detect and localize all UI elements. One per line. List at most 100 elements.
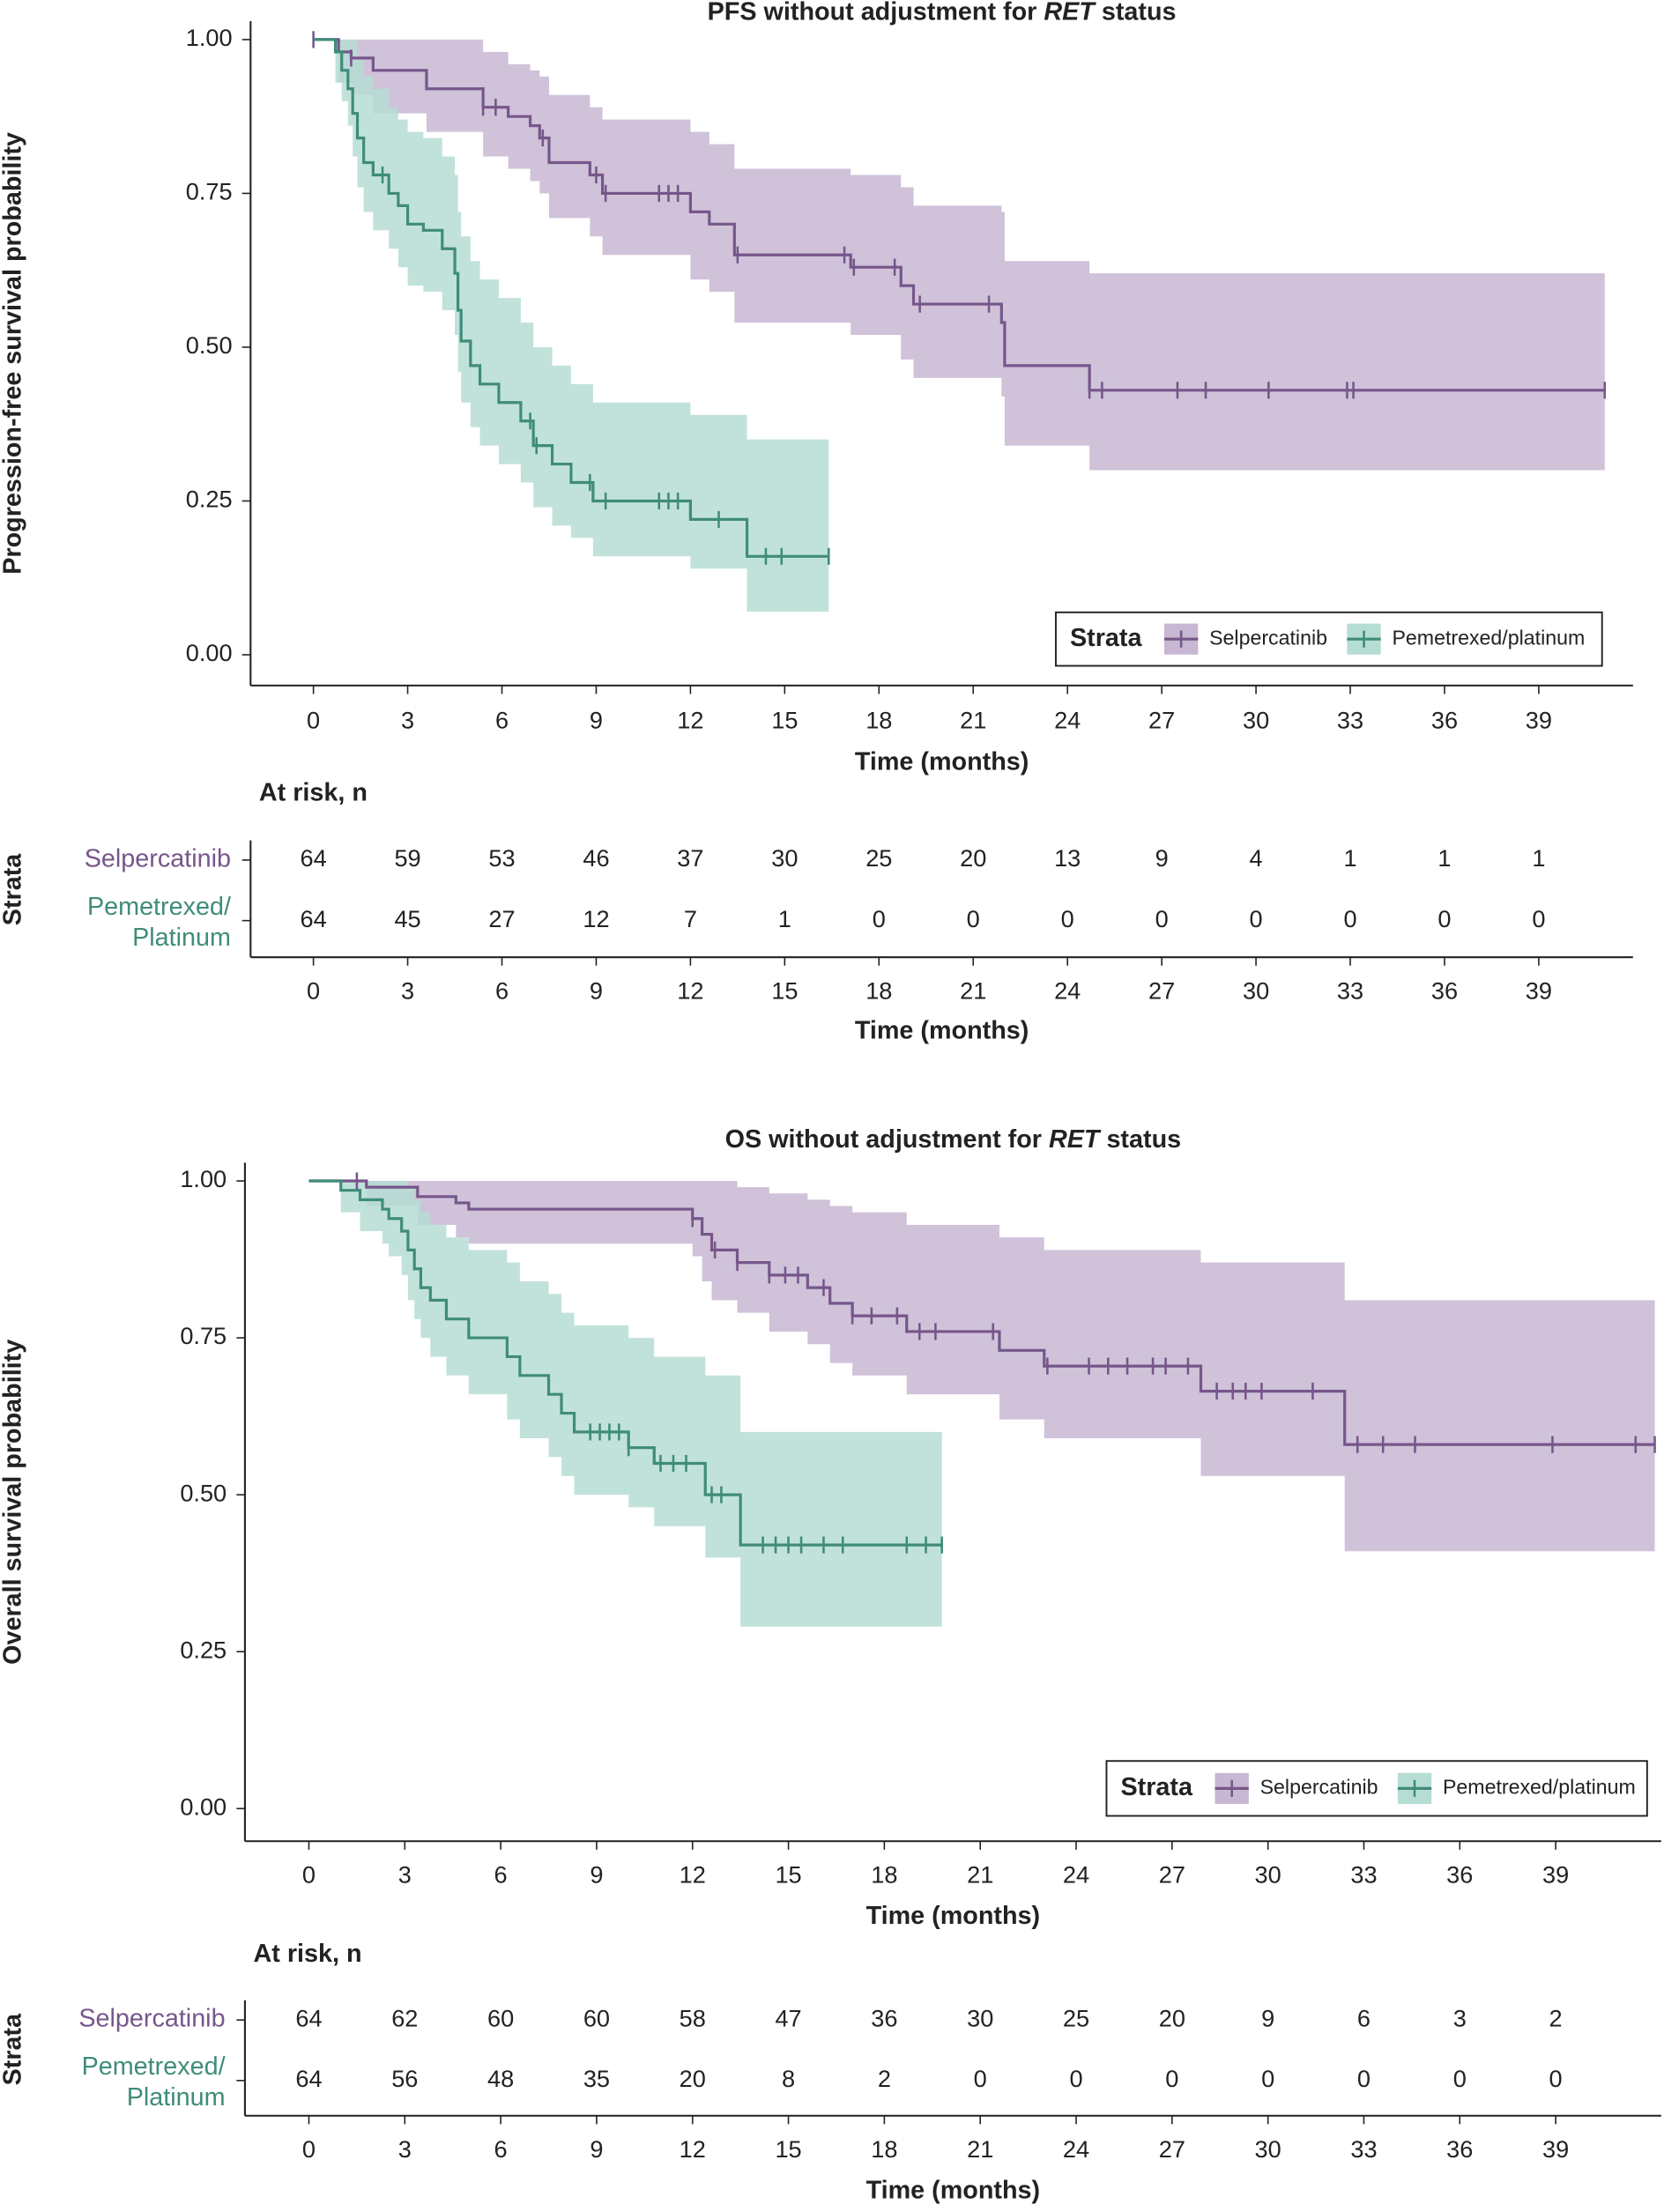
x-tick-label: 30	[1255, 1860, 1281, 1888]
y-tick-label: 0.75	[186, 178, 233, 205]
risk-count: 12	[583, 905, 609, 932]
risk-count: 46	[583, 844, 609, 872]
risk-row-label: Platinum	[127, 2083, 226, 2112]
risk-row-label: Selpercatinib	[78, 2005, 225, 2033]
y-tick-label: 0.50	[180, 1479, 227, 1506]
risk-count: 0	[1343, 905, 1356, 932]
risk-count: 0	[1155, 905, 1169, 932]
risk-x-tick-label: 21	[960, 976, 986, 1004]
y-tick-label: 0.00	[180, 1793, 227, 1820]
x-tick-label: 39	[1542, 1860, 1569, 1888]
risk-count: 64	[301, 905, 327, 932]
x-tick-label: 36	[1446, 1860, 1473, 1888]
risk-title: At risk, n	[254, 1940, 362, 1968]
x-tick-label: 12	[677, 707, 703, 734]
risk-x-tick-label: 9	[590, 2135, 603, 2163]
risk-x-tick-label: 33	[1350, 2135, 1377, 2163]
risk-count: 0	[974, 2065, 987, 2092]
risk-count: 0	[967, 905, 980, 932]
ci-band	[308, 1181, 1655, 1552]
x-tick-label: 0	[307, 707, 320, 734]
risk-y-title: Strata	[0, 2013, 27, 2086]
risk-count: 45	[394, 905, 420, 932]
risk-row-label: Selpercatinib	[85, 845, 231, 873]
y-tick-label: 0.25	[180, 1636, 227, 1663]
risk-count: 0	[1532, 905, 1545, 932]
risk-x-tick-label: 30	[1243, 976, 1269, 1004]
risk-count: 0	[1061, 905, 1074, 932]
risk-x-tick-label: 0	[307, 976, 320, 1004]
risk-count: 53	[488, 844, 515, 872]
risk-x-tick-label: 12	[680, 2135, 706, 2163]
legend-box	[1055, 611, 1603, 667]
risk-count: 3	[1453, 2004, 1467, 2031]
risk-count: 0	[1165, 2065, 1178, 2092]
risk-row-label: Platinum	[132, 924, 231, 952]
risk-x-tick-label: 39	[1526, 976, 1552, 1004]
risk-count: 64	[295, 2004, 322, 2031]
risk-count: 2	[1549, 2004, 1563, 2031]
risk-count: 13	[1054, 844, 1081, 872]
x-tick-label: 36	[1431, 707, 1458, 734]
risk-x-tick-label: 24	[1063, 2135, 1089, 2163]
risk-count: 35	[583, 2065, 610, 2092]
risk-count: 0	[1437, 905, 1451, 932]
risk-count: 20	[960, 844, 986, 872]
x-tick-label: 3	[398, 1860, 412, 1888]
risk-x-tick-label: 3	[401, 976, 414, 1004]
x-tick-label: 27	[1159, 1860, 1185, 1888]
chart-title: OS without adjustment for RET status	[725, 1125, 1182, 1153]
risk-count: 1	[1532, 844, 1545, 872]
x-tick-label: 18	[871, 1860, 897, 1888]
x-tick-label: 21	[960, 707, 986, 734]
x-tick-label: 33	[1350, 1860, 1377, 1888]
legend-box	[1105, 1760, 1648, 1817]
risk-count: 0	[1453, 2065, 1467, 2092]
y-tick-label: 0.25	[186, 486, 233, 513]
risk-count: 2	[878, 2065, 891, 2092]
risk-count: 0	[1261, 2065, 1274, 2092]
legend-title: Strata	[1120, 1773, 1193, 1801]
x-axis-title: Time (months)	[855, 747, 1029, 776]
risk-x-tick-label: 15	[775, 2135, 801, 2163]
y-tick-label: 0.50	[186, 331, 233, 359]
legend-label: Pemetrexed/platinum	[1443, 1775, 1636, 1798]
risk-x-title: Time (months)	[866, 2177, 1041, 2205]
title-part: OS without adjustment for	[725, 1125, 1049, 1153]
risk-count: 9	[1261, 2004, 1274, 2031]
risk-x-tick-label: 39	[1542, 2135, 1569, 2163]
x-tick-label: 3	[401, 707, 414, 734]
legend-label: Selpercatinib	[1260, 1775, 1378, 1798]
risk-x-tick-label: 36	[1431, 976, 1458, 1004]
x-tick-label: 9	[590, 707, 603, 734]
title-part: status	[1099, 1125, 1181, 1153]
ci-band	[313, 39, 1605, 471]
x-tick-label: 24	[1063, 1860, 1089, 1888]
risk-count: 56	[391, 2065, 418, 2092]
risk-x-tick-label: 6	[495, 976, 509, 1004]
y-tick-label: 0.75	[180, 1322, 227, 1349]
x-tick-label: 24	[1054, 707, 1081, 734]
legend-label: Pemetrexed/platinum	[1392, 626, 1585, 649]
title-part: RET	[1049, 1125, 1102, 1153]
chart-title: PFS without adjustment for RET status	[708, 0, 1177, 26]
x-tick-label: 33	[1337, 707, 1363, 734]
risk-x-tick-label: 6	[494, 2135, 508, 2163]
risk-row-label: Pemetrexed/	[82, 2052, 226, 2081]
ci-band	[313, 39, 829, 612]
risk-count: 25	[1063, 2004, 1089, 2031]
risk-count: 1	[1343, 844, 1356, 872]
risk-count: 1	[778, 905, 791, 932]
legend-title: Strata	[1070, 624, 1143, 652]
risk-count: 62	[391, 2004, 418, 2031]
risk-x-tick-label: 21	[967, 2135, 993, 2163]
risk-x-tick-label: 18	[865, 976, 892, 1004]
risk-row-label: Pemetrexed/	[87, 893, 231, 921]
x-tick-label: 30	[1243, 707, 1269, 734]
risk-count: 36	[871, 2004, 897, 2031]
risk-count: 6	[1357, 2004, 1371, 2031]
ci-band	[308, 1181, 942, 1627]
risk-count: 20	[680, 2065, 706, 2092]
x-tick-label: 0	[302, 1860, 316, 1888]
y-axis-title: Progression-free survival probability	[0, 132, 27, 575]
